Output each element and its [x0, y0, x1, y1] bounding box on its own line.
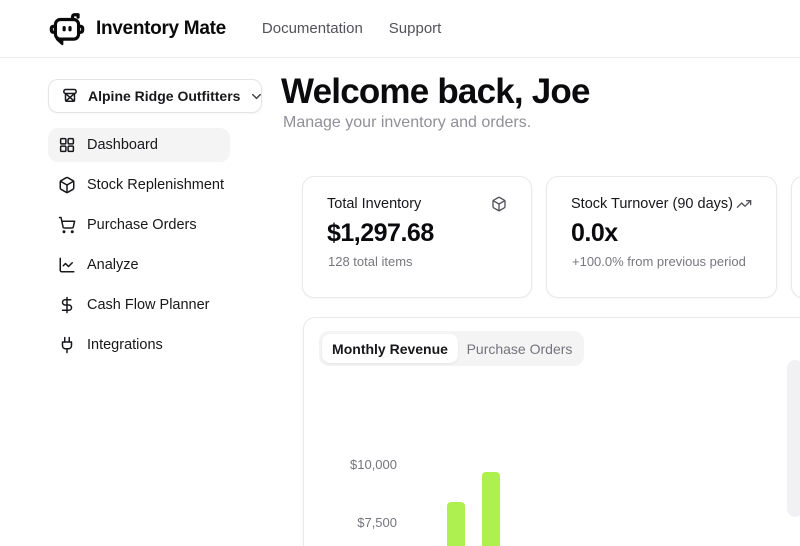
chart-card: $10,000 $7,500 Monthly Revenue Purchase O… [303, 317, 800, 546]
stat-card-title: Total Inventory [327, 196, 422, 212]
sidebar-item-cash-flow-planner[interactable]: Cash Flow Planner [48, 288, 230, 322]
tab-monthly-revenue[interactable]: Monthly Revenue [322, 334, 458, 363]
chart-bar [446, 501, 465, 546]
store-icon [61, 87, 79, 105]
package-icon [58, 176, 76, 194]
plug-icon [58, 336, 76, 354]
chart-line-icon [58, 256, 76, 274]
org-switcher-button[interactable]: Alpine Ridge Outfitters [48, 79, 262, 113]
stat-card-stock-turnover: Stock Turnover (90 days) 0.0x +100.0% fr… [546, 176, 777, 298]
nav-link-documentation[interactable]: Documentation [261, 20, 363, 37]
org-name: Alpine Ridge Outfitters [88, 88, 241, 104]
sidebar-item-label: Integrations [87, 337, 163, 353]
stat-card-subtext: 128 total items [328, 254, 413, 269]
y-axis-tick: $7,500 [357, 514, 397, 530]
sidebar-item-label: Analyze [87, 257, 139, 273]
app-title: Inventory Mate [96, 17, 226, 39]
dollar-icon [58, 296, 76, 314]
y-axis-tick: $10,000 [350, 457, 397, 472]
sidebar-item-label: Stock Replenishment [87, 177, 225, 193]
scrollbar-thumb[interactable] [787, 360, 800, 517]
page-title: Welcome back, Joe [281, 72, 590, 111]
stat-card-total-inventory: Total Inventory $1,297.68 128 total item… [302, 176, 532, 298]
bot-logo-icon [48, 10, 86, 48]
page-subtitle: Manage your inventory and orders. [283, 114, 532, 131]
stat-card-value: $1,297.68 [327, 219, 434, 247]
sidebar-nav: Dashboard Stock Replenishment Purchase O… [48, 128, 230, 362]
chart-tabs: Monthly Revenue Purchase Orders [319, 331, 584, 366]
sidebar-item-integrations[interactable]: Integrations [48, 328, 230, 362]
sidebar-item-stock-replenishment[interactable]: Stock Replenishment [48, 168, 230, 202]
revenue-chart: $10,000 $7,500 [304, 318, 800, 546]
package-icon [491, 196, 507, 212]
sidebar-item-label: Dashboard [87, 137, 158, 153]
chart-bar [482, 471, 500, 546]
top-header: Inventory Mate Documentation Support [0, 0, 800, 58]
trending-up-icon [736, 196, 752, 212]
stat-card-value: 0.0x [571, 219, 618, 247]
stat-card-cutoff [791, 176, 800, 298]
sidebar-item-analyze[interactable]: Analyze [48, 248, 230, 282]
grid-icon [58, 136, 76, 154]
chevron-down-icon [249, 89, 264, 104]
stat-card-title: Stock Turnover (90 days) [571, 196, 733, 212]
nav-link-support[interactable]: Support [388, 20, 442, 37]
cart-icon [58, 216, 76, 234]
sidebar-item-dashboard[interactable]: Dashboard [48, 128, 230, 162]
tab-purchase-orders[interactable]: Purchase Orders [466, 340, 573, 357]
stat-card-subtext: +100.0% from previous period [572, 254, 746, 269]
sidebar-item-label: Cash Flow Planner [87, 297, 210, 313]
sidebar-item-purchase-orders[interactable]: Purchase Orders [48, 208, 230, 242]
sidebar-item-label: Purchase Orders [87, 217, 197, 233]
